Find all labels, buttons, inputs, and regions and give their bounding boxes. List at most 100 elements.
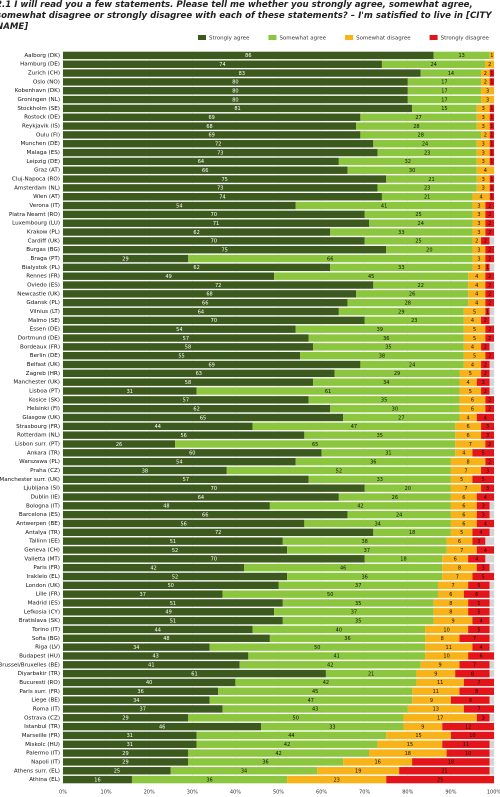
y-tick-label: Essen (DE) (30, 327, 60, 333)
bar-segment (489, 749, 494, 757)
bar-segment (485, 210, 494, 219)
bar-segment (403, 722, 443, 731)
y-tick-label: Groningen (NL) (17, 97, 60, 103)
bar-segment (468, 555, 486, 563)
bar-segment (187, 254, 473, 263)
bar-segment (63, 599, 283, 607)
data-label: 9 (451, 618, 454, 624)
data-label: 5 (477, 601, 480, 607)
data-label: 3 (482, 142, 485, 148)
y-tick-label: Antalya (TR) (25, 530, 60, 536)
data-label: 42 (284, 742, 290, 748)
data-label: 11 (446, 645, 452, 651)
bar-segment (472, 449, 494, 457)
data-label: 4 (484, 495, 487, 501)
bar-segment (407, 95, 482, 104)
data-label: 29 (122, 760, 128, 766)
y-tick-label: Diyarbakir (TR) (18, 671, 60, 677)
bar-segment (63, 687, 219, 695)
data-label: 42 (357, 504, 363, 510)
legend-label: Somewhat disagree (356, 36, 411, 42)
data-label: 3 (486, 89, 489, 95)
data-label: 72 (215, 142, 221, 148)
data-label: 2 (488, 327, 491, 333)
bar-segment (63, 219, 370, 227)
legend-swatch (345, 35, 354, 40)
data-label: 2 (488, 230, 491, 236)
y-tick-label: Braga (PT) (31, 256, 60, 262)
data-label: 86 (245, 53, 251, 59)
bar-segment (442, 563, 477, 572)
y-tick-label: Vilnius (LT) (30, 309, 60, 315)
data-label: 61 (325, 389, 331, 395)
bar-segment (282, 599, 434, 607)
bar-segment (343, 758, 413, 766)
data-label: 2 (484, 133, 487, 139)
legend-swatch (429, 35, 438, 40)
bar-segment (63, 113, 361, 121)
bar-segment (373, 140, 477, 148)
bar-segment (489, 669, 494, 678)
data-label: 5 (469, 389, 472, 395)
bar-segment (244, 563, 443, 572)
bar-segment (455, 422, 482, 431)
bar-segment (450, 510, 477, 519)
bar-segment (63, 484, 365, 492)
bar-segment (481, 87, 494, 95)
bar-segment (63, 122, 357, 130)
bar-segment (63, 740, 197, 748)
data-label: 24 (409, 362, 415, 368)
bar-segment (360, 360, 464, 369)
data-label: 7 (451, 583, 454, 589)
data-label: 34 (383, 380, 389, 386)
y-tick-label: Zurich (CH) (28, 71, 60, 77)
bar-segment (63, 263, 331, 272)
data-label: 30 (409, 168, 415, 174)
data-label: 52 (172, 574, 178, 580)
y-tick-label: Bordeaux (FR) (20, 344, 60, 350)
bar-segment (321, 449, 456, 457)
bar-segment (63, 272, 275, 280)
bar-segment (235, 678, 417, 687)
data-label: 1 (490, 195, 493, 201)
y-tick-label: Liege (BE) (31, 698, 60, 704)
data-label: 7 (456, 574, 459, 580)
bar-segment (450, 493, 477, 501)
bar-segment (386, 175, 477, 183)
bar-segment (282, 616, 434, 625)
data-label: 62 (193, 265, 199, 271)
bar-segment (489, 608, 494, 616)
bar-segment (463, 334, 486, 342)
data-label: 34 (133, 645, 139, 651)
bar-segment (489, 502, 494, 510)
y-tick-label: Verona (IT) (29, 203, 60, 209)
y-tick-label: Manchester surr. (UK) (0, 477, 60, 483)
data-label: 38 (379, 353, 385, 359)
data-label: 21 (428, 177, 434, 183)
bar-segment (468, 581, 490, 590)
bar-segment (63, 51, 434, 60)
bar-segment (485, 396, 494, 404)
bar-segment (338, 157, 477, 166)
x-tick-label: 40% (230, 790, 241, 796)
data-label: 23 (424, 150, 430, 156)
bar-segment (278, 581, 438, 590)
data-label: 21 (368, 671, 374, 677)
bar-segment (481, 78, 490, 86)
bar-segment (63, 78, 408, 86)
legend-label: Strongly disagree (441, 36, 490, 42)
bar-segment (381, 60, 486, 68)
bar-segment (377, 740, 443, 748)
bar-segment (416, 669, 456, 678)
bar-segment (364, 316, 464, 325)
x-tick-label: 10% (101, 790, 112, 796)
bar-segment (63, 431, 305, 439)
bar-segment (472, 616, 490, 625)
data-label: 3 (477, 265, 480, 271)
bar-segment (269, 634, 426, 642)
bar-segment (489, 634, 494, 642)
bar-segment (308, 475, 451, 484)
y-tick-label: Kobenhavn (DK) (15, 88, 60, 94)
bar-segment (330, 404, 460, 413)
data-label: 68 (206, 124, 212, 130)
